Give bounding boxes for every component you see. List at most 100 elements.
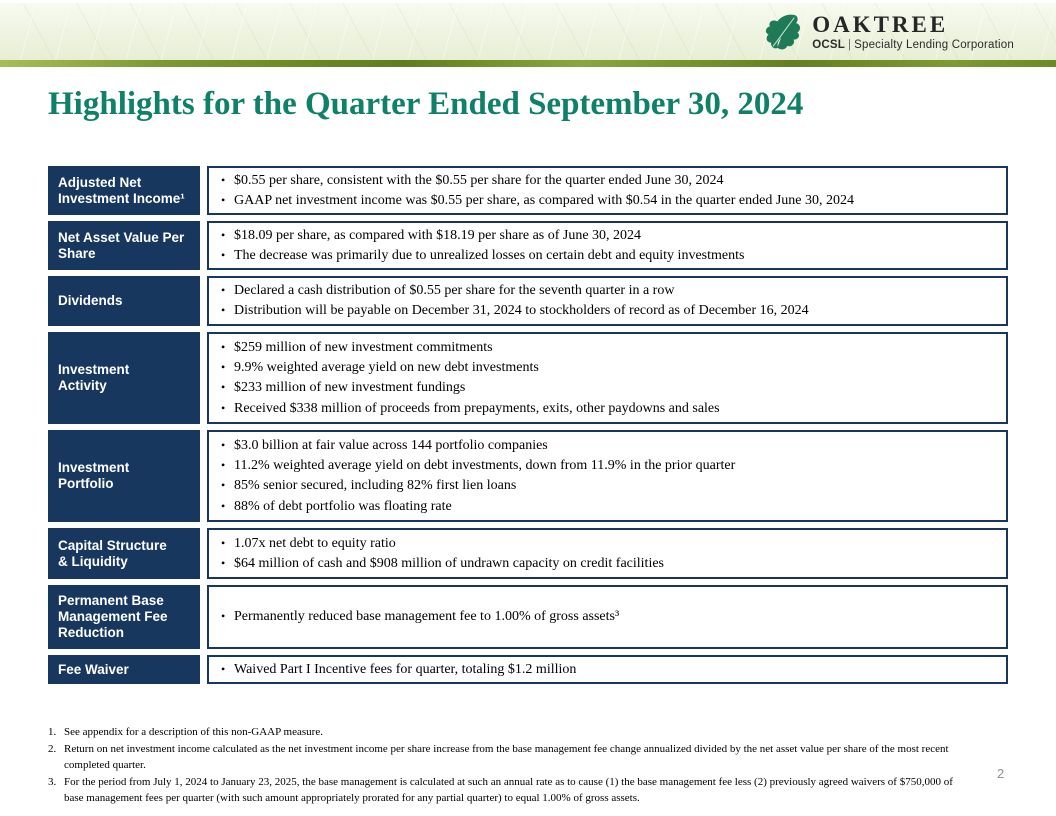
row-investment-portfolio: Investment Portfolio • $3.0 billion at fa…	[48, 430, 1008, 522]
bullet-text: $64 million of cash and $908 million of …	[234, 555, 665, 571]
label-investment-activity: Investment Activity	[48, 332, 200, 424]
bullet-icon: •	[221, 661, 226, 676]
label-dividends: Dividends	[48, 276, 200, 326]
bullet-icon: •	[221, 339, 226, 354]
bullet-icon: •	[221, 478, 226, 493]
label-capital-structure-liquidity: Capital Structure & Liquidity	[48, 528, 200, 579]
bullet-icon: •	[221, 283, 226, 298]
tagline: Specialty Lending Corporation	[854, 39, 1014, 51]
bullet-icon: •	[221, 555, 226, 570]
bullet-icon: •	[221, 437, 226, 452]
bullet-icon: •	[221, 609, 226, 624]
content-capital-structure-liquidity: • 1.07x net debt to equity ratio • $64 mil…	[207, 528, 1008, 579]
content-investment-activity: • $259 million of new investment commitme…	[207, 332, 1008, 424]
content-net-asset-value-per-share: • $18.09 per share, as compared with $18.…	[207, 221, 1008, 270]
row-permanent-base-management-fee-reduction: Permanent Base Management Fee Reduction …	[48, 585, 1008, 649]
bullet-text: $233 million of new investment fundings	[234, 380, 466, 396]
bullet-item: • 1.07x net debt to equity ratio	[219, 535, 994, 553]
bullet-text: 11.2% weighted average yield on debt inv…	[234, 458, 736, 474]
label-net-asset-value-per-share: Net Asset Value Per Share	[48, 221, 200, 270]
bullet-icon: •	[221, 360, 226, 375]
bullet-item: • 9.9% weighted average yield on new debt…	[219, 359, 994, 377]
bullet-icon: •	[221, 400, 226, 415]
row-adjusted-net-investment-income: Adjusted Net Investment Income¹ • $0.55 p…	[48, 166, 1008, 215]
footnote-number: 3.	[48, 775, 57, 788]
bullet-item: • Waived Part I Incentive fees for quarte…	[219, 661, 994, 679]
bullet-item: • Distribution will be payable on Decembe…	[219, 302, 994, 320]
footnote-text: For the period from July 1, 2024 to Janu…	[64, 775, 953, 805]
brand-text: OAKTREE OCSL | Specialty Lending Corporati…	[812, 13, 1014, 51]
bullet-text: $3.0 billion at fair value across 144 po…	[234, 437, 548, 453]
brand-subtitle: OCSL | Specialty Lending Corporation	[812, 39, 1014, 51]
header-band	[0, 3, 1056, 60]
row-net-asset-value-per-share: Net Asset Value Per Share • $18.09 per sh…	[48, 221, 1008, 270]
bullet-text: Distribution will be payable on December…	[234, 303, 809, 319]
bullet-item: • Declared a cash distribution of $0.55 p…	[219, 282, 994, 300]
bullet-text: Waived Part I Incentive fees for quarter…	[234, 661, 577, 677]
bullet-item: • $233 million of new investment fundings	[219, 379, 994, 397]
bullet-icon: •	[221, 192, 226, 207]
footnote-text: Return on net investment income calculat…	[64, 742, 949, 772]
bullet-text: Declared a cash distribution of $0.55 pe…	[234, 283, 675, 299]
bullet-text: 9.9% weighted average yield on new debt …	[234, 360, 539, 376]
label-permanent-base-management-fee-reduction: Permanent Base Management Fee Reduction	[48, 585, 200, 649]
bullet-text: $18.09 per share, as compared with $18.1…	[234, 228, 642, 243]
content-adjusted-net-investment-income: • $0.55 per share, consistent with the $0…	[207, 166, 1008, 215]
bullet-text: $0.55 per share, consistent with the $0.…	[234, 173, 724, 188]
content-fee-waiver: • Waived Part I Incentive fees for quarte…	[207, 655, 1008, 684]
bullet-text: $259 million of new investment commitmen…	[234, 339, 493, 355]
page-number: 2	[997, 766, 1005, 781]
divider-glyph: |	[847, 39, 852, 51]
bullet-item: • $18.09 per share, as compared with $18.…	[219, 227, 994, 245]
row-dividends: Dividends • Declared a cash distribution …	[48, 276, 1008, 326]
footnote-item: 3. For the period from July 1, 2024 to J…	[48, 774, 966, 807]
bullet-item: • $3.0 billion at fair value across 144 p…	[219, 437, 994, 455]
bullet-icon: •	[221, 535, 226, 550]
bullet-text: 85% senior secured, including 82% first …	[234, 478, 517, 494]
bullet-item: • Received $338 million of proceeds from …	[219, 400, 994, 418]
bullet-text: Received $338 million of proceeds from p…	[234, 400, 720, 416]
footnote-number: 2.	[48, 742, 57, 755]
bullet-icon: •	[221, 228, 226, 242]
footnote-text: See appendix for a description of this n…	[64, 726, 323, 738]
bullet-item: • $259 million of new investment commitme…	[219, 339, 994, 357]
oak-leaf-icon	[766, 14, 801, 50]
ticker: OCSL	[812, 39, 845, 51]
page-title: Highlights for the Quarter Ended Septemb…	[48, 86, 804, 122]
bullet-text: 88% of debt portfolio was floating rate	[234, 498, 452, 514]
brand-name: OAKTREE	[812, 12, 949, 37]
bullet-item: • $64 million of cash and $908 million of…	[219, 555, 994, 573]
bullet-item: • $0.55 per share, consistent with the $0…	[219, 172, 994, 190]
bullet-icon: •	[221, 458, 226, 473]
bullet-icon: •	[221, 498, 226, 513]
bullet-icon: •	[221, 303, 226, 318]
bullet-item: • The decrease was primarily due to unrea…	[219, 247, 994, 265]
bullet-item: • 11.2% weighted average yield on debt in…	[219, 457, 994, 475]
row-fee-waiver: Fee Waiver • Waived Part I Incentive fees…	[48, 655, 1008, 684]
green-divider-bar	[0, 60, 1056, 67]
content-dividends: • Declared a cash distribution of $0.55 p…	[207, 276, 1008, 326]
row-capital-structure-liquidity: Capital Structure & Liquidity • 1.07x net…	[48, 528, 1008, 579]
bullet-text: GAAP net investment income was $0.55 per…	[234, 192, 854, 208]
bullet-text: 1.07x net debt to equity ratio	[234, 535, 396, 551]
label-fee-waiver: Fee Waiver	[48, 655, 200, 684]
bullet-item: • GAAP net investment income was $0.55 pe…	[219, 192, 994, 210]
bullet-item: • 88% of debt portfolio was floating rate	[219, 498, 994, 516]
bullet-item: • Permanently reduced base management fee…	[219, 608, 994, 626]
bullet-icon: •	[221, 380, 226, 395]
label-adjusted-net-investment-income: Adjusted Net Investment Income¹	[48, 166, 200, 215]
bullet-icon: •	[221, 173, 226, 187]
footnote-item: 2. Return on net investment income calcu…	[48, 741, 966, 774]
bullet-text: Permanently reduced base management fee …	[234, 609, 620, 625]
bullet-item: • 85% senior secured, including 82% first…	[219, 477, 994, 495]
content-investment-portfolio: • $3.0 billion at fair value across 144 p…	[207, 430, 1008, 522]
bullet-text: The decrease was primarily due to unreal…	[234, 247, 745, 263]
label-investment-portfolio: Investment Portfolio	[48, 430, 200, 522]
bullet-icon: •	[221, 247, 226, 262]
highlights-table: Adjusted Net Investment Income¹ • $0.55 p…	[48, 166, 1008, 684]
oaktree-logo: OAKTREE OCSL | Specialty Lending Corporati…	[763, 11, 1014, 53]
footnote-item: 1. See appendix for a description of thi…	[48, 724, 966, 741]
row-investment-activity: Investment Activity • $259 million of new…	[48, 332, 1008, 424]
content-permanent-base-management-fee-reduction: • Permanently reduced base management fee…	[207, 585, 1008, 649]
footnote-number: 1.	[48, 726, 57, 738]
